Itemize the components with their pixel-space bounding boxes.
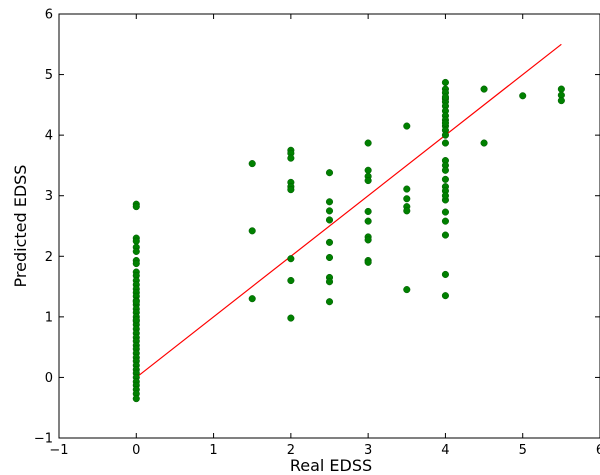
data-point — [480, 139, 488, 147]
y-tick-label: 3 — [45, 189, 53, 204]
x-tick-label: 2 — [287, 443, 295, 458]
data-point — [325, 298, 334, 306]
data-point — [557, 85, 565, 93]
data-points — [132, 78, 565, 403]
y-axis-label: Predicted EDSS — [11, 165, 30, 288]
data-point — [403, 286, 411, 294]
fit-line — [135, 43, 562, 378]
data-point — [248, 160, 256, 168]
x-tick-label: 4 — [441, 443, 449, 458]
x-tick-label: 3 — [364, 443, 372, 458]
data-point — [441, 78, 449, 86]
data-point — [364, 217, 372, 225]
data-point — [441, 217, 449, 225]
data-point — [325, 278, 334, 286]
data-point — [364, 207, 372, 216]
data-point — [248, 295, 256, 303]
data-point — [325, 253, 334, 262]
y-tick-label: −1 — [34, 432, 53, 447]
data-point — [403, 207, 411, 215]
data-point — [480, 85, 488, 93]
y-tick-label: 0 — [45, 371, 53, 386]
data-point — [325, 238, 334, 246]
data-point — [441, 208, 449, 216]
data-point — [403, 122, 411, 130]
data-point — [557, 97, 565, 105]
y-tick-label: 1 — [45, 310, 53, 325]
data-point — [132, 260, 140, 268]
data-point — [364, 236, 372, 244]
data-point — [441, 139, 449, 147]
y-tick-label: 6 — [45, 8, 53, 23]
data-point — [441, 192, 449, 200]
data-point — [325, 216, 334, 224]
data-point — [403, 185, 411, 193]
data-point — [325, 169, 334, 177]
data-point — [441, 131, 449, 139]
data-point — [132, 203, 140, 211]
data-point — [441, 166, 449, 174]
data-point — [132, 237, 140, 245]
x-tick-label: 6 — [596, 443, 600, 458]
y-tick-label: 5 — [45, 68, 53, 83]
data-point — [287, 314, 295, 322]
data-point — [441, 93, 449, 101]
y-tick-label: 2 — [45, 250, 53, 265]
data-point — [325, 198, 334, 206]
data-point — [287, 154, 295, 162]
data-point — [519, 92, 527, 100]
data-point — [441, 175, 449, 183]
data-point — [132, 395, 140, 403]
data-point — [441, 231, 449, 239]
data-point — [364, 258, 372, 266]
data-point — [132, 247, 140, 255]
x-tick-label: 5 — [519, 443, 527, 458]
tick-labels: −1 0 1 2 3 4 5 6 −1 0 1 2 3 4 5 6 — [34, 8, 600, 459]
x-tick-label: 1 — [209, 443, 217, 458]
data-point — [132, 316, 140, 324]
data-point — [325, 207, 334, 215]
x-tick-label: 0 — [132, 443, 140, 458]
data-point — [441, 119, 449, 127]
data-point — [287, 186, 295, 194]
data-point — [364, 166, 372, 174]
data-point — [403, 195, 411, 203]
data-point — [364, 139, 372, 147]
data-point — [441, 292, 449, 300]
data-point — [248, 227, 256, 235]
data-point — [287, 276, 295, 285]
data-point — [441, 270, 449, 279]
axis-ticks — [58, 13, 600, 439]
y-tick-label: 4 — [45, 129, 53, 144]
x-tick-label: −1 — [49, 443, 68, 458]
data-point — [132, 298, 140, 306]
data-point — [287, 255, 295, 263]
data-point — [364, 177, 372, 185]
x-axis-label: Real EDSS — [290, 456, 372, 475]
